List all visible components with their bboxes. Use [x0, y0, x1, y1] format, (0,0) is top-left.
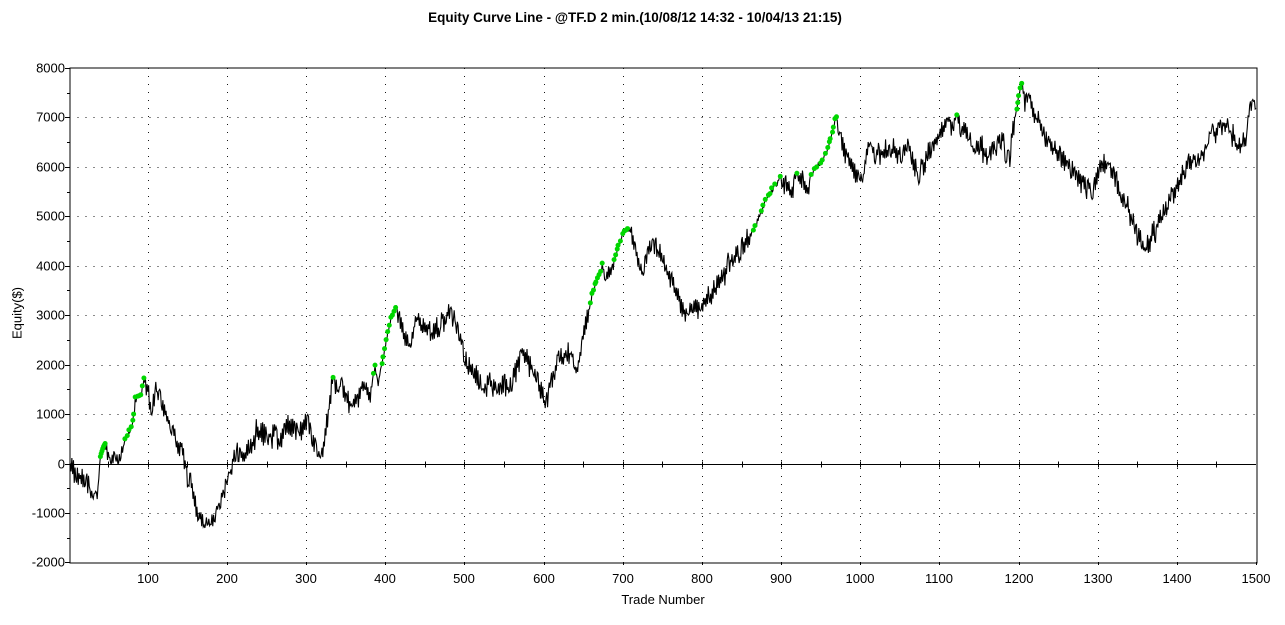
x-tick-label: 300	[295, 571, 317, 586]
winning-trade-dots	[772, 181, 778, 187]
winning-trade-dots	[1016, 93, 1022, 99]
x-tick-label: 700	[612, 571, 634, 586]
x-tick-label: 1400	[1163, 571, 1192, 586]
winning-trade-dots	[758, 208, 764, 214]
chart-title: Equity Curve Line - @TF.D 2 min.(10/08/1…	[428, 10, 842, 25]
winning-trade-dots	[767, 191, 773, 197]
y-axis-title: Equity($)	[9, 286, 25, 340]
winning-trade-dots	[830, 129, 836, 135]
winning-trade-dots	[382, 346, 388, 352]
y-tick-label: 1000	[36, 407, 65, 422]
winning-trade-dots	[393, 305, 399, 311]
winning-trade-dots	[380, 354, 386, 360]
y-tick-label: 8000	[36, 61, 65, 76]
winning-trade-dots	[617, 238, 623, 244]
x-tick-label: 1100	[925, 571, 953, 586]
winning-trade-dots	[752, 223, 758, 229]
winning-trade-dots	[1014, 106, 1020, 112]
y-tick-label: 6000	[36, 160, 65, 175]
y-tick-label: 3000	[36, 308, 65, 323]
winning-trade-dots	[769, 185, 775, 191]
winning-trade-dots	[808, 171, 814, 177]
winning-trade-dots	[370, 370, 376, 376]
x-tick-label: 800	[691, 571, 713, 586]
winning-trade-dots	[794, 170, 800, 176]
winning-trade-dots	[822, 150, 828, 156]
winning-trade-dots	[625, 226, 631, 232]
plot-border	[69, 67, 1258, 564]
winning-trade-dots	[614, 246, 620, 252]
winning-trade-dots	[1017, 85, 1023, 91]
winning-trade-dots	[141, 375, 147, 381]
x-tick-label: 1500	[1242, 571, 1271, 586]
winning-trade-dots	[131, 411, 137, 417]
winning-trade-dots	[379, 361, 385, 367]
winning-trade-dots	[386, 322, 392, 328]
winning-trade-dots	[590, 287, 596, 293]
winning-trade-dots	[611, 257, 617, 263]
winning-trade-dots	[385, 329, 391, 335]
y-tick-label: 4000	[36, 259, 65, 274]
winning-trade-dots	[615, 242, 621, 248]
winning-trade-dots	[330, 374, 336, 380]
y-tick-label: 2000	[36, 358, 65, 373]
winning-trade-dots	[750, 227, 756, 233]
winning-trade-dots	[124, 433, 130, 439]
x-tick-label: 200	[216, 571, 238, 586]
x-axis-title: Trade Number	[621, 592, 705, 607]
winning-trade-dots	[389, 312, 395, 318]
y-tick-label: 5000	[36, 209, 65, 224]
winning-trade-dots	[599, 260, 605, 266]
winning-trade-dots	[128, 424, 134, 430]
winning-trade-dots	[383, 337, 389, 343]
x-tick-label: 900	[770, 571, 792, 586]
winning-trade-dots	[760, 202, 766, 208]
winning-trade-dots	[138, 392, 144, 398]
x-tick-label: 1300	[1084, 571, 1113, 586]
winning-trade-dots	[598, 268, 604, 274]
x-tick-label: 600	[533, 571, 555, 586]
winning-trade-dots	[593, 279, 599, 285]
winning-trade-dots	[130, 417, 136, 423]
x-tick-label: 100	[137, 571, 159, 586]
winning-trade-dots	[833, 114, 839, 120]
winning-trade-dots	[587, 300, 593, 306]
winning-trade-dots	[819, 157, 825, 163]
x-tick-label: 400	[374, 571, 396, 586]
winning-trade-dots	[830, 124, 836, 130]
winning-trade-dots	[102, 441, 108, 446]
winning-trade-dots	[139, 383, 145, 389]
y-tick-label: -1000	[32, 506, 65, 521]
winning-trade-dots	[1015, 100, 1021, 106]
winning-trade-dots	[814, 164, 820, 170]
winning-trade-dots	[827, 136, 833, 142]
winning-trade-dots	[613, 252, 619, 258]
x-tick-label: 1200	[1005, 571, 1034, 586]
y-tick-label: 0	[58, 457, 65, 472]
equity-curve-line	[69, 81, 1257, 529]
winning-trade-dots	[825, 145, 831, 150]
winning-trade-dots	[954, 112, 960, 118]
winning-trade-dots	[777, 173, 783, 179]
y-tick-label: 7000	[36, 110, 65, 125]
x-tick-label: 1000	[846, 571, 875, 586]
winning-trade-dots	[372, 362, 378, 368]
winning-trade-dots	[762, 196, 768, 202]
y-tick-label: -2000	[32, 555, 65, 570]
x-tick-label: 500	[453, 571, 475, 586]
winning-trade-dots	[1019, 80, 1025, 86]
